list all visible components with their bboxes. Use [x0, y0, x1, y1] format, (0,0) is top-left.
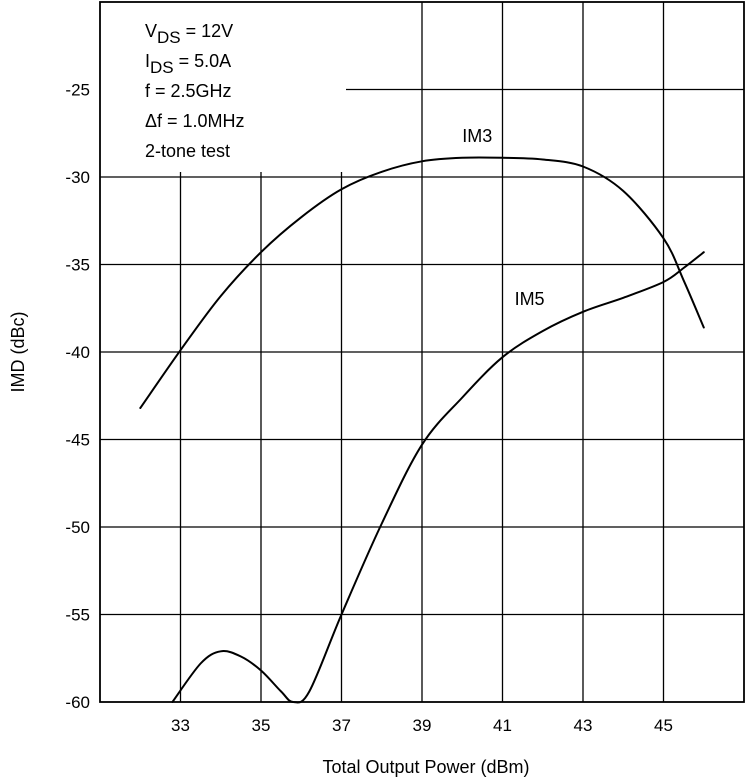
series-label-im3: IM3: [462, 126, 492, 146]
series-line-im3: [139, 156, 705, 409]
y-tick-labels: -25 -30 -35 -40 -45 -50 -55 -60: [65, 81, 90, 713]
x-tick-label: 37: [332, 716, 351, 735]
y-tick-label: -25: [65, 81, 90, 100]
annotation-lines: VDS = 12V IDS = 5.0A f = 2.5GHz Δf = 1.0MHz…: [145, 21, 245, 161]
x-tick-label: 39: [413, 716, 432, 735]
x-tick-label: 41: [493, 716, 512, 735]
annotation-line: Δf = 1.0MHz: [145, 111, 245, 131]
y-tick-label: -40: [65, 343, 90, 362]
y-tick-label: -45: [65, 431, 90, 450]
plot-frame: [99, 1, 745, 703]
y-tick-label: -55: [65, 606, 90, 625]
x-tick-label: 43: [574, 716, 593, 735]
annotation-line: 2-tone test: [145, 141, 230, 161]
series-labels: IM3 IM5: [462, 126, 544, 309]
x-tick-label: 45: [654, 716, 673, 735]
series-line-im5: [171, 251, 705, 704]
y-tick-label: -30: [65, 168, 90, 187]
data-curves: [139, 156, 705, 704]
y-axis-label: IMD (dBc): [8, 312, 28, 393]
x-tick-labels: 33 35 37 39 41 43 45: [171, 716, 673, 735]
x-tick-label: 35: [252, 716, 271, 735]
annotation-line: VDS = 12V: [145, 21, 233, 47]
y-tick-label: -50: [65, 518, 90, 537]
y-tick-label: -35: [65, 256, 90, 275]
grid-lines: [100, 2, 744, 702]
annotation-line: f = 2.5GHz: [145, 81, 232, 101]
x-tick-label: 33: [171, 716, 190, 735]
y-tick-label: -60: [65, 693, 90, 712]
series-label-im5: IM5: [515, 289, 545, 309]
x-axis-label: Total Output Power (dBm): [322, 757, 529, 777]
annotation-line: IDS = 5.0A: [145, 51, 231, 77]
